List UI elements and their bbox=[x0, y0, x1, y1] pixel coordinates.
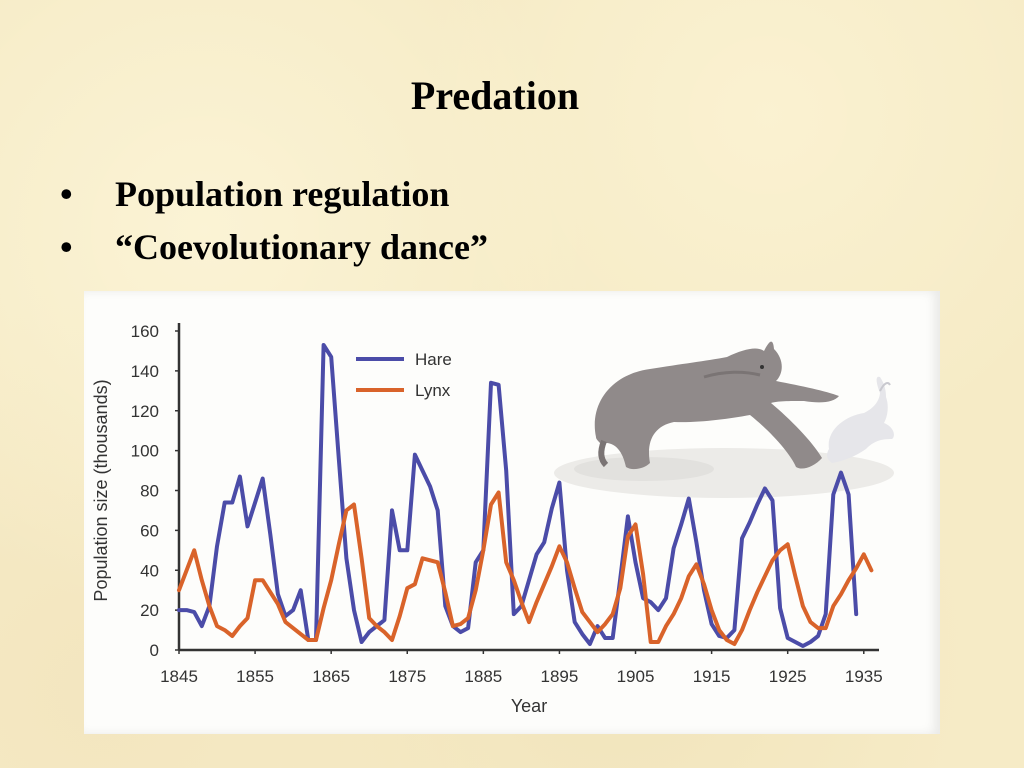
series-layer bbox=[177, 343, 874, 648]
bullet-text: “Coevolutionary dance” bbox=[115, 227, 488, 267]
y-tick-label: 140 bbox=[131, 362, 159, 381]
y-tick-label: 20 bbox=[140, 601, 159, 620]
x-tick-label: 1875 bbox=[388, 667, 426, 686]
bullet-text: Population regulation bbox=[115, 174, 450, 214]
population-chart: 0 20 40 60 80 100 120 140 160 1845 1855 1865 1875 188… bbox=[91, 322, 894, 716]
chart-legend: Hare Lynx bbox=[356, 350, 452, 400]
y-tick-label: 160 bbox=[131, 322, 159, 341]
lynx-icon bbox=[594, 341, 839, 470]
chart-axes: 0 20 40 60 80 100 120 140 160 1845 1855 1865 1875 188… bbox=[91, 322, 883, 716]
slide-title: Predation bbox=[410, 73, 580, 118]
bullet-list: • Population regulation • “Coevolutionar… bbox=[60, 168, 488, 274]
y-tick-label: 80 bbox=[140, 482, 159, 501]
x-tick-label: 1865 bbox=[312, 667, 350, 686]
x-tick-label: 1895 bbox=[541, 667, 579, 686]
y-tick-label: 0 bbox=[150, 641, 159, 660]
bullet-item: • “Coevolutionary dance” bbox=[60, 221, 488, 274]
x-tick-label: 1855 bbox=[236, 667, 274, 686]
bullet-marker: • bbox=[60, 174, 73, 214]
chart-figure: 0 20 40 60 80 100 120 140 160 1845 1855 1865 1875 188… bbox=[84, 291, 940, 734]
bullet-item: • Population regulation bbox=[60, 168, 488, 221]
lynx-hare-illustration bbox=[554, 341, 894, 498]
legend-label-lynx: Lynx bbox=[415, 381, 451, 400]
x-tick-label: 1925 bbox=[769, 667, 807, 686]
y-tick-label: 60 bbox=[140, 521, 159, 540]
hare-icon bbox=[827, 376, 894, 463]
legend-label-hare: Hare bbox=[415, 350, 452, 369]
x-tick-label: 1885 bbox=[464, 667, 502, 686]
y-tick-label: 120 bbox=[131, 402, 159, 421]
x-tick-label: 1915 bbox=[693, 667, 731, 686]
x-tick-label: 1905 bbox=[617, 667, 655, 686]
x-tick-label: 1845 bbox=[160, 667, 198, 686]
y-tick-label: 40 bbox=[140, 561, 159, 580]
series-line-lynx bbox=[177, 490, 874, 646]
bullet-marker: • bbox=[60, 227, 73, 267]
series-line-hare bbox=[177, 343, 859, 648]
y-tick-label: 100 bbox=[131, 442, 159, 461]
x-axis-label: Year bbox=[511, 696, 547, 716]
x-tick-label: 1935 bbox=[845, 667, 883, 686]
y-axis-label: Population size (thousands) bbox=[91, 379, 111, 601]
